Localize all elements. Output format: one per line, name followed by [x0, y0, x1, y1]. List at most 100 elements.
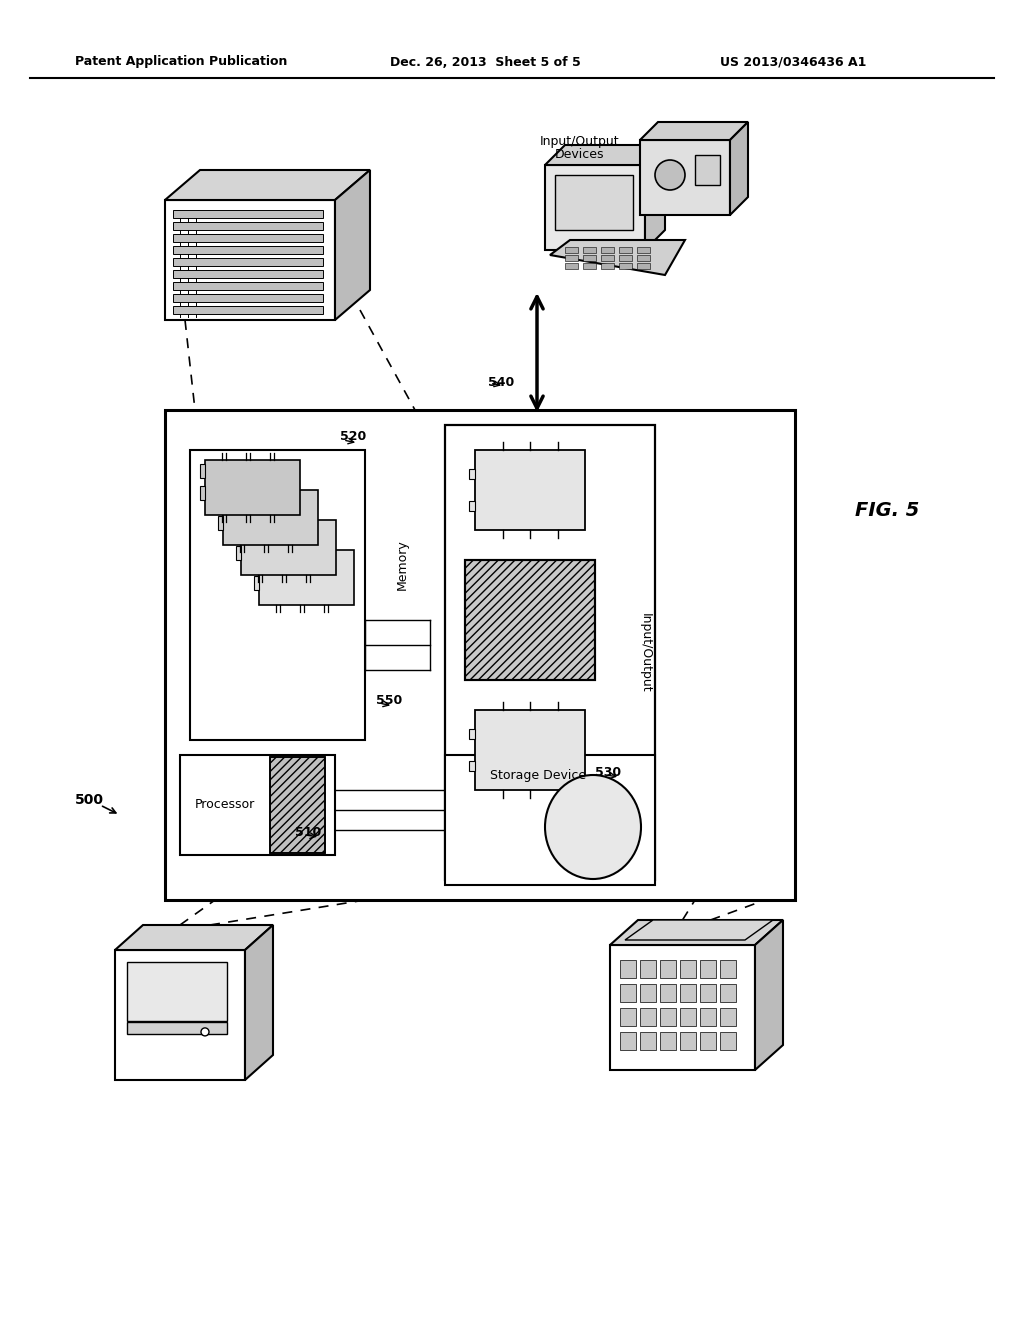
Bar [620, 1032, 636, 1049]
Polygon shape [730, 121, 748, 215]
Polygon shape [640, 121, 748, 140]
Bar [637, 263, 650, 269]
Bar [640, 983, 656, 1002]
Text: 540: 540 [488, 376, 514, 389]
Bar [173, 234, 323, 242]
Polygon shape [610, 920, 783, 945]
Bar [601, 247, 614, 253]
Text: Processor: Processor [195, 799, 255, 812]
Text: 550: 550 [376, 693, 402, 706]
Bar [173, 306, 323, 314]
Bar [180, 755, 335, 855]
Text: FIG. 5: FIG. 5 [855, 500, 920, 520]
Bar [620, 960, 636, 978]
Bar [601, 263, 614, 269]
Bar [555, 176, 633, 230]
Bar [165, 411, 795, 900]
Bar [660, 960, 676, 978]
Bar [270, 756, 325, 853]
Bar [469, 502, 475, 511]
Bar [640, 1032, 656, 1049]
Polygon shape [645, 145, 665, 249]
Bar [259, 550, 354, 605]
Bar [173, 246, 323, 253]
Ellipse shape [545, 775, 641, 879]
Bar [469, 729, 475, 739]
Bar [270, 756, 325, 853]
Polygon shape [165, 170, 370, 201]
Bar [173, 282, 323, 290]
Text: 500: 500 [75, 793, 104, 807]
Bar [223, 490, 318, 545]
Bar [618, 255, 632, 261]
Bar [565, 255, 578, 261]
Bar [173, 222, 323, 230]
Bar [241, 520, 336, 576]
Text: 520: 520 [340, 430, 367, 444]
Text: Memory: Memory [395, 540, 409, 590]
Bar [200, 465, 205, 478]
Bar [173, 294, 323, 302]
Bar [173, 257, 323, 267]
Bar [620, 1008, 636, 1026]
Text: Input/Output: Input/Output [639, 612, 651, 692]
Text: Dec. 26, 2013  Sheet 5 of 5: Dec. 26, 2013 Sheet 5 of 5 [390, 55, 581, 69]
Bar [254, 554, 259, 568]
Bar [173, 271, 323, 279]
Bar [565, 263, 578, 269]
Bar [127, 962, 227, 1020]
Bar [620, 983, 636, 1002]
Bar [680, 960, 696, 978]
Bar [610, 945, 755, 1071]
Bar [660, 983, 676, 1002]
Text: Patent Application Publication: Patent Application Publication [75, 55, 288, 69]
Bar [475, 710, 585, 789]
Polygon shape [625, 920, 773, 940]
Text: 530: 530 [595, 767, 622, 780]
Polygon shape [545, 145, 665, 165]
Polygon shape [755, 920, 783, 1071]
Bar [565, 247, 578, 253]
Bar [720, 1008, 736, 1026]
Bar [115, 950, 245, 1080]
Bar [618, 263, 632, 269]
Bar [200, 486, 205, 500]
Bar [700, 960, 716, 978]
Bar [583, 263, 596, 269]
Bar [205, 459, 300, 515]
Bar [583, 247, 596, 253]
Polygon shape [245, 925, 273, 1080]
Bar [465, 560, 595, 680]
Bar [660, 1008, 676, 1026]
Polygon shape [115, 925, 273, 950]
Bar [218, 516, 223, 529]
Bar [637, 247, 650, 253]
Polygon shape [550, 240, 685, 275]
Bar [127, 1022, 227, 1034]
Bar [601, 255, 614, 261]
Ellipse shape [655, 160, 685, 190]
Bar [637, 255, 650, 261]
Ellipse shape [201, 1028, 209, 1036]
Bar [445, 755, 655, 884]
Text: Storage Device: Storage Device [490, 768, 586, 781]
Bar [680, 983, 696, 1002]
Bar [640, 140, 730, 215]
Bar [700, 983, 716, 1002]
Polygon shape [335, 170, 370, 319]
Bar [583, 255, 596, 261]
Bar [680, 1032, 696, 1049]
Bar [173, 210, 323, 218]
Bar [469, 762, 475, 771]
Text: Devices: Devices [555, 149, 605, 161]
Bar [660, 1032, 676, 1049]
Bar [695, 154, 720, 185]
Bar [700, 1032, 716, 1049]
Text: Input/Output: Input/Output [541, 136, 620, 149]
Bar [475, 450, 585, 531]
Bar [618, 247, 632, 253]
Bar [165, 201, 335, 319]
Bar [545, 165, 645, 249]
Bar [236, 524, 241, 537]
Text: US 2013/0346436 A1: US 2013/0346436 A1 [720, 55, 866, 69]
